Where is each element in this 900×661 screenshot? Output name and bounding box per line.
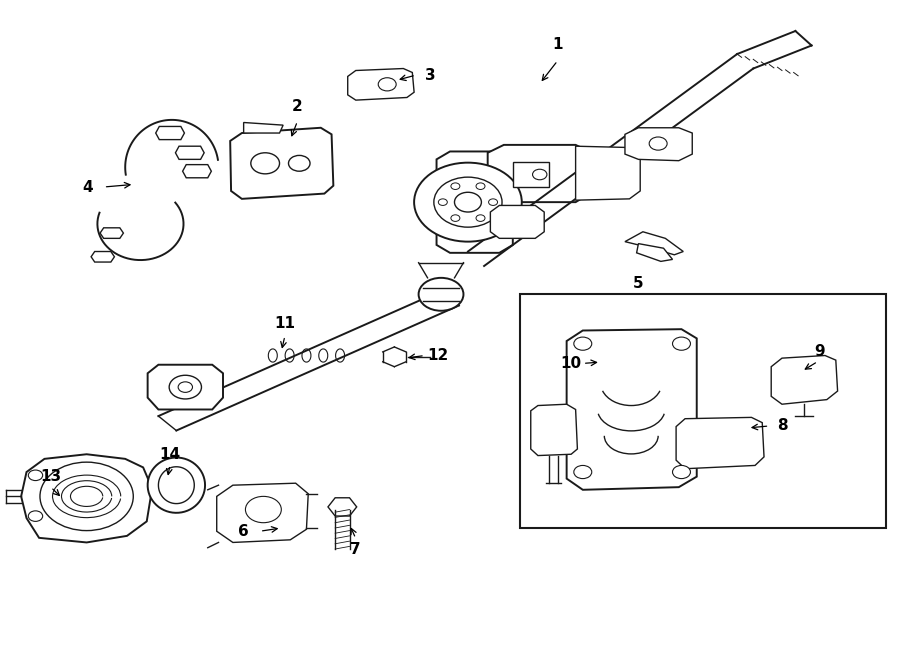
Text: 5: 5 [633,276,643,291]
Text: 8: 8 [777,418,788,434]
Circle shape [451,215,460,221]
Polygon shape [636,244,672,261]
Circle shape [418,278,464,311]
Bar [513,162,549,187]
Polygon shape [531,405,578,455]
Circle shape [414,163,522,242]
Text: 11: 11 [274,317,295,331]
Polygon shape [625,232,683,254]
Text: 14: 14 [159,447,181,462]
Circle shape [246,496,282,523]
Polygon shape [217,483,308,543]
Polygon shape [676,417,764,469]
Circle shape [251,153,280,174]
Circle shape [434,177,502,227]
Polygon shape [230,128,333,199]
Bar [520,294,886,528]
Polygon shape [21,454,152,543]
Text: 3: 3 [425,67,436,83]
Polygon shape [328,498,356,516]
Circle shape [533,169,547,180]
Polygon shape [488,145,592,202]
Circle shape [28,470,42,481]
Polygon shape [567,329,697,490]
Circle shape [178,382,193,393]
Circle shape [40,462,133,531]
Circle shape [28,511,42,522]
Polygon shape [148,365,223,409]
Polygon shape [347,69,414,100]
Circle shape [672,465,690,479]
Circle shape [169,375,202,399]
Polygon shape [183,165,212,178]
Text: 4: 4 [82,180,93,194]
Polygon shape [625,128,692,161]
Circle shape [476,215,485,221]
Text: 13: 13 [40,469,61,484]
Text: 10: 10 [561,356,581,371]
Polygon shape [176,146,204,159]
Text: 7: 7 [350,541,361,557]
Polygon shape [771,356,838,405]
Circle shape [454,192,482,212]
Polygon shape [148,457,205,513]
Text: 9: 9 [814,344,825,359]
Polygon shape [244,122,284,133]
Polygon shape [91,252,114,262]
Circle shape [451,183,460,190]
Text: 1: 1 [553,36,562,52]
Circle shape [289,155,310,171]
Polygon shape [100,228,123,239]
Circle shape [438,199,447,206]
Circle shape [574,465,592,479]
Circle shape [574,337,592,350]
Polygon shape [576,146,640,200]
Text: 6: 6 [238,524,249,539]
Polygon shape [156,126,184,139]
Text: 2: 2 [292,99,302,114]
Polygon shape [436,151,513,253]
Circle shape [489,199,498,206]
Circle shape [378,78,396,91]
Circle shape [672,337,690,350]
Text: 12: 12 [427,348,448,363]
Polygon shape [491,206,544,239]
Polygon shape [158,467,194,504]
Circle shape [649,137,667,150]
Circle shape [476,183,485,190]
